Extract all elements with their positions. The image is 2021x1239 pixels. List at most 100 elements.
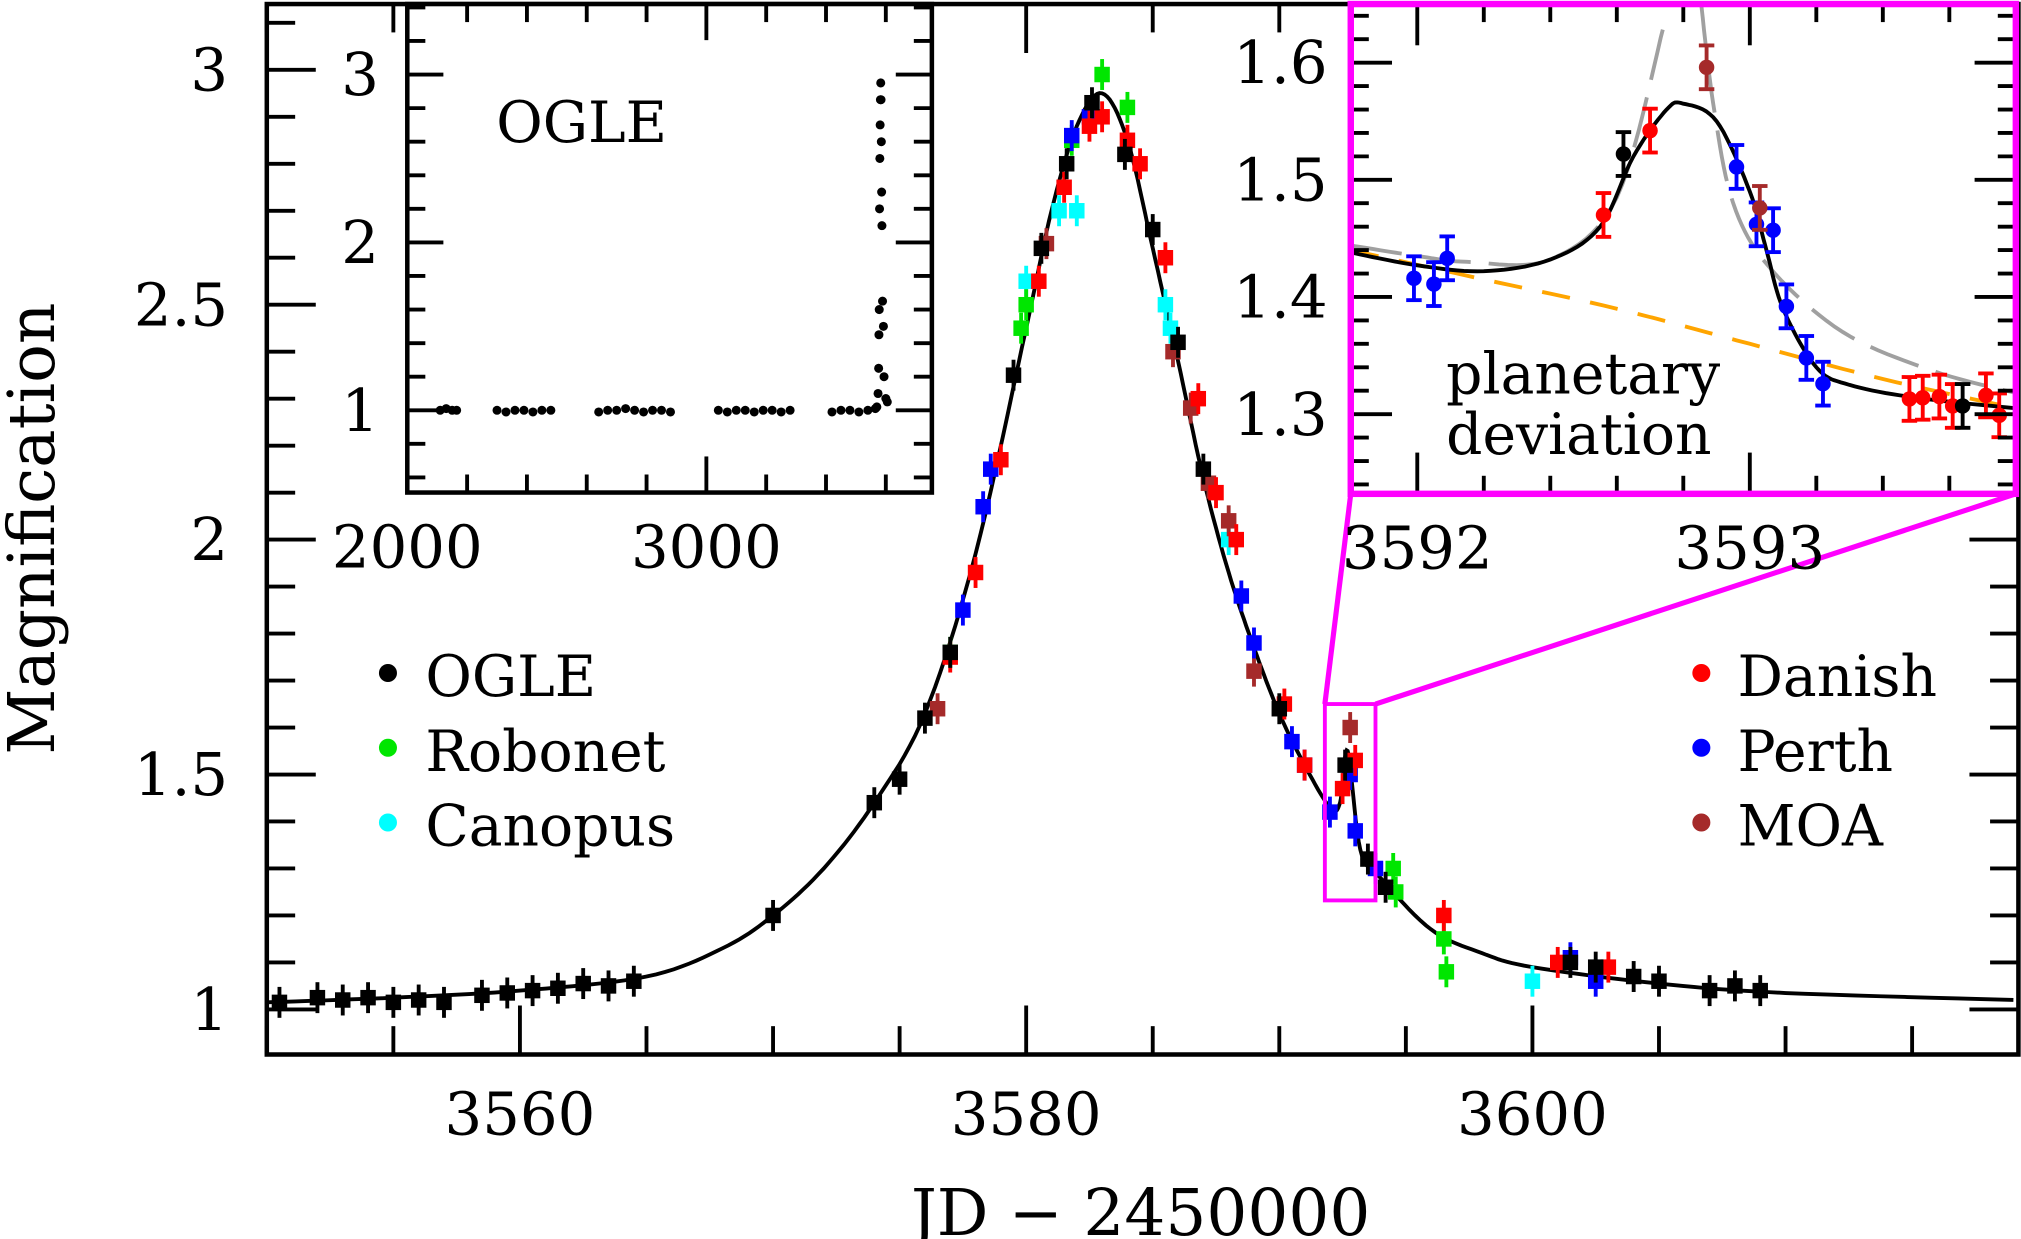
data-point-danish bbox=[993, 452, 1009, 468]
deviation-inset-y-tick-label: 1.5 bbox=[1233, 145, 1327, 214]
data-point-danish bbox=[1600, 959, 1617, 975]
ogle-data-point bbox=[776, 407, 786, 417]
data-point-robonet bbox=[1119, 99, 1136, 116]
zoom-highlight-box bbox=[1322, 702, 1378, 903]
legend-label-ogle: OGLE bbox=[425, 644, 596, 710]
zoom-connector-lines bbox=[1322, 491, 2017, 707]
ogle-inset-y-tick-label: 3 bbox=[341, 40, 379, 109]
ogle-data-point bbox=[872, 402, 882, 412]
ogle-data-point bbox=[612, 405, 622, 415]
data-point-robonet bbox=[1438, 964, 1455, 980]
data-point-ogle bbox=[1195, 461, 1212, 477]
data-point-ogle bbox=[436, 994, 452, 1011]
data-point-moa bbox=[1220, 513, 1237, 529]
x-axis-label: JD − 2450000 bbox=[905, 1176, 1370, 1239]
ogle-inset-y-tick-label: 1 bbox=[341, 376, 379, 445]
ogle-data-point bbox=[722, 407, 732, 417]
ogle-inset-x-tick-label: 2000 bbox=[332, 512, 483, 581]
data-point-robonet bbox=[1013, 320, 1029, 336]
data-point-ogle bbox=[360, 989, 376, 1006]
data-point-perth bbox=[1728, 159, 1745, 175]
main-y-tick-label: 3 bbox=[190, 35, 228, 104]
data-point-canopus bbox=[1018, 273, 1034, 289]
data-point-canopus bbox=[1162, 320, 1179, 336]
deviation-inset-x-tick-label: 3592 bbox=[1342, 514, 1493, 583]
data-point-ogle bbox=[271, 994, 288, 1011]
ogle-data-point bbox=[546, 405, 556, 415]
ogle-data-point bbox=[648, 405, 658, 415]
data-point-perth bbox=[1778, 298, 1795, 315]
data-point-danish bbox=[1642, 122, 1658, 139]
ogle-data-point bbox=[877, 187, 887, 197]
data-point-ogle bbox=[309, 989, 326, 1006]
data-point-ogle bbox=[1084, 94, 1100, 111]
data-point-danish bbox=[1157, 250, 1174, 266]
data-point-danish bbox=[1296, 757, 1313, 773]
data-point-robonet bbox=[1385, 860, 1401, 877]
legend-marker-perth bbox=[1692, 738, 1711, 757]
data-point-ogle bbox=[891, 771, 908, 787]
main-y-tick-label: 1.5 bbox=[134, 740, 228, 809]
data-point-perth bbox=[1798, 350, 1815, 366]
deviation-inset-bg bbox=[1350, 4, 2016, 494]
data-point-ogle bbox=[550, 980, 566, 996]
legend-label-canopus: Canopus bbox=[425, 794, 675, 860]
ogle-data-point bbox=[878, 296, 888, 306]
ogle-data-point bbox=[785, 405, 795, 415]
ogle-data-point bbox=[878, 321, 888, 331]
ogle-data-point bbox=[767, 405, 777, 415]
legend-right: Danish Perth MOA bbox=[1692, 644, 1937, 860]
data-point-ogle bbox=[942, 644, 958, 661]
data-point-danish bbox=[1119, 132, 1136, 149]
data-point-ogle bbox=[1033, 240, 1050, 257]
data-point-danish bbox=[1190, 390, 1207, 407]
data-point-ogle bbox=[866, 794, 883, 811]
planetary-deviation-inset-plot: 3592 3593 1.3 1.4 1.5 1.6 bbox=[1233, 0, 2020, 583]
main-y-tick-label: 2.5 bbox=[134, 270, 228, 339]
ogle-data-point bbox=[749, 407, 759, 417]
data-point-perth bbox=[1426, 276, 1442, 292]
legend-left: OGLE Robonet Canopus bbox=[378, 644, 675, 860]
deviation-inset-y-tick-label: 1.3 bbox=[1233, 380, 1327, 449]
ogle-data-point bbox=[845, 405, 855, 415]
legend-label-danish: Danish bbox=[1737, 644, 1937, 710]
data-point-perth bbox=[1284, 733, 1300, 750]
ogle-data-point bbox=[621, 404, 631, 414]
ogle-data-point bbox=[510, 405, 520, 415]
main-x-tick-label: 3580 bbox=[951, 1079, 1102, 1148]
data-point-danish bbox=[1595, 207, 1612, 223]
data-point-ogle bbox=[917, 710, 933, 726]
legend-marker-robonet bbox=[378, 738, 397, 757]
data-point-moa bbox=[1752, 200, 1768, 216]
ogle-data-point bbox=[876, 95, 886, 105]
connector-line-left bbox=[1322, 493, 1354, 705]
ogle-data-point bbox=[874, 305, 884, 315]
ogle-data-point bbox=[827, 407, 837, 417]
data-point-ogle bbox=[524, 982, 541, 999]
main-x-tick-label: 3600 bbox=[1457, 1079, 1608, 1148]
data-point-moa bbox=[1246, 663, 1262, 679]
ogle-data-point bbox=[875, 120, 885, 130]
deviation-inset-x-tick-label: 3593 bbox=[1674, 514, 1825, 583]
ogle-data-point bbox=[854, 407, 864, 417]
data-point-danish bbox=[1228, 531, 1245, 548]
data-point-moa bbox=[929, 701, 946, 717]
ogle-data-point bbox=[873, 388, 883, 399]
data-point-danish bbox=[1901, 391, 1918, 407]
data-point-canopus bbox=[1051, 203, 1067, 219]
data-point-perth bbox=[1233, 588, 1250, 604]
data-point-ogle bbox=[474, 987, 490, 1004]
ogle-data-point bbox=[713, 405, 723, 415]
data-point-danish bbox=[1334, 780, 1351, 797]
data-point-perth bbox=[1439, 250, 1455, 267]
deviation-inset-frame bbox=[1347, 0, 2020, 498]
data-point-danish bbox=[1931, 388, 1948, 405]
data-point-ogle bbox=[1117, 146, 1133, 163]
ogle-data-point bbox=[537, 405, 547, 415]
data-point-perth bbox=[1815, 375, 1831, 392]
data-point-ogle bbox=[1562, 954, 1579, 971]
ogle-inset-label: OGLE bbox=[496, 90, 667, 156]
ogle-data-point bbox=[740, 405, 750, 415]
ogle-data-point bbox=[452, 405, 462, 415]
